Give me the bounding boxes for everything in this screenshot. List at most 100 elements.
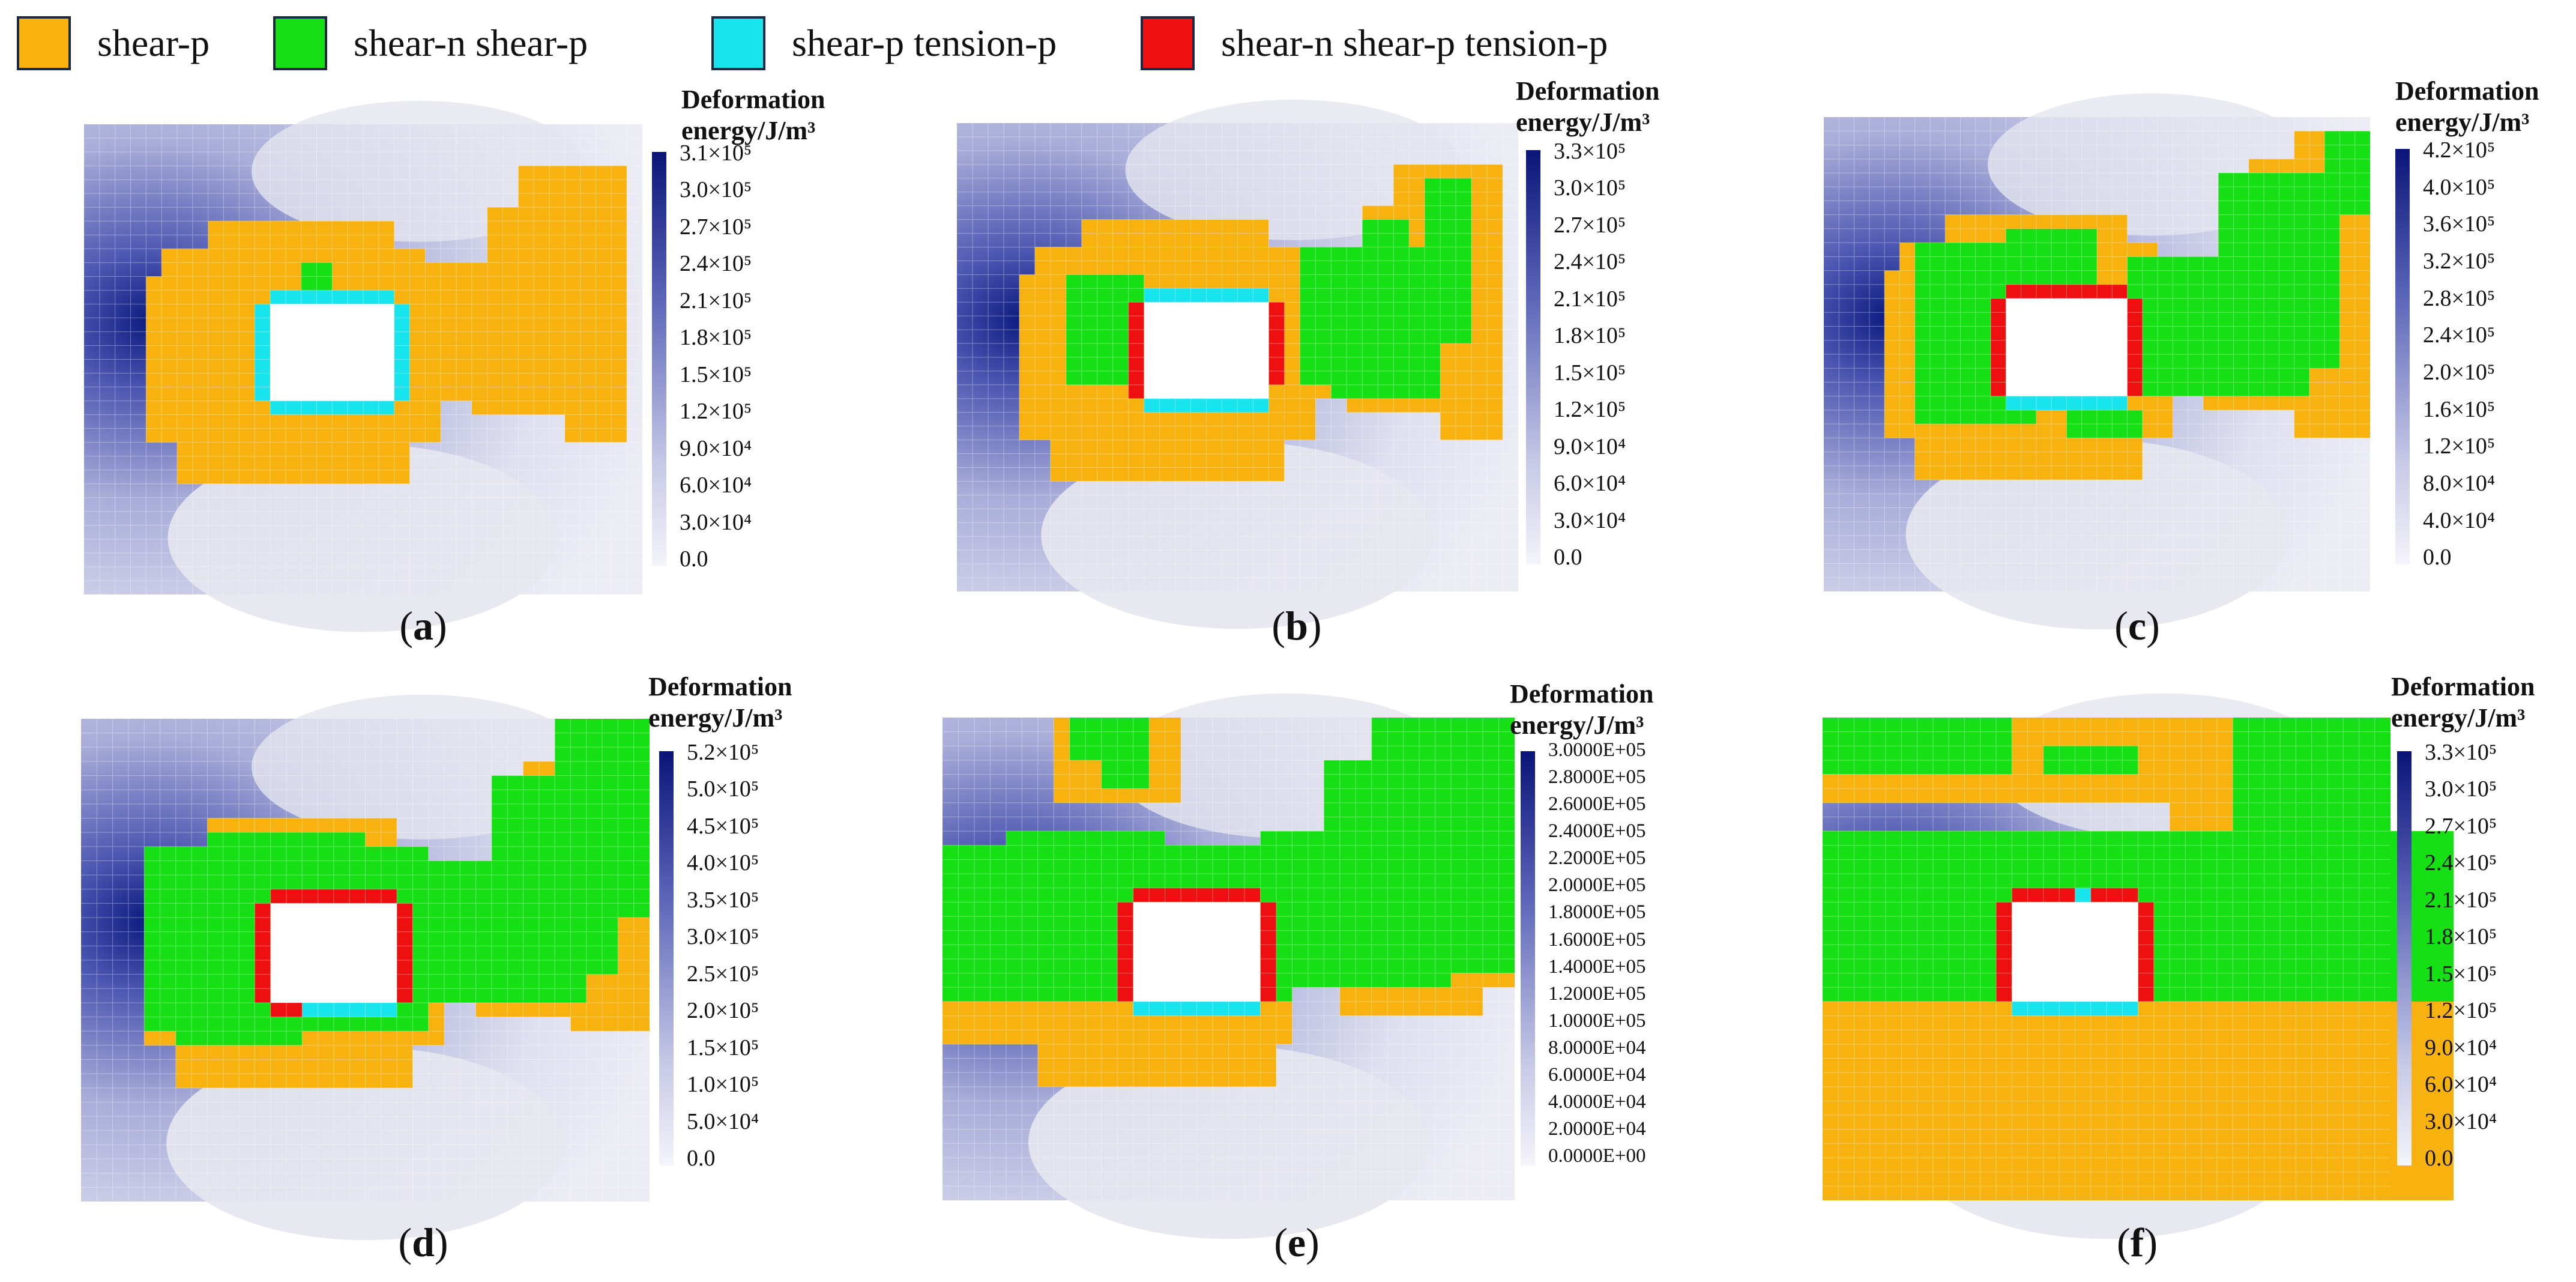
zone-shear-n-shear-p-tension-p: [2006, 284, 2128, 299]
colorbar-tick: 2.8×10⁵: [2423, 285, 2496, 311]
zone-shear-p: [223, 442, 363, 484]
colorbar-gradient: [1521, 751, 1535, 1166]
zone-shear-p-tension-p: [1144, 288, 1269, 303]
zone-shear-n-shear-p: [1823, 718, 2012, 775]
colorbar-tick: 5.2×10⁵: [687, 740, 759, 765]
panel-caption-c: (c): [2114, 603, 2160, 649]
colorbar-title: Deformation energy/J/m³: [1516, 76, 1660, 138]
contour-low-zone-top: [1125, 100, 1462, 240]
contour-plot-e: [943, 693, 1515, 1239]
colorbar-title-line2: energy/J/m³: [2395, 107, 2530, 137]
colorbar-title: Deformation energy/J/m³: [2391, 671, 2535, 734]
colorbar-tick: 1.5×10⁵: [680, 361, 752, 387]
colorbar-tick: 4.0000E+04: [1548, 1091, 1646, 1113]
contour-low-zone: [167, 444, 559, 632]
zone-shear-n-shear-p: [1006, 831, 1165, 860]
colorbar-tick: 0.0: [2423, 545, 2452, 570]
colorbar-gradient: [1526, 150, 1540, 564]
colorbar-tick: 1.2×10⁵: [2423, 434, 2496, 459]
colorbar-title-line2: energy/J/m³: [2391, 703, 2526, 733]
panel-caption-letter: f: [2130, 1220, 2144, 1265]
zone-shear-n-shear-p-tension-p: [255, 903, 271, 1003]
colorbar-tick: 1.8×10⁵: [680, 325, 752, 351]
zone-shear-n-shear-p: [301, 262, 333, 291]
colorbar-tick: 6.0×10⁴: [1554, 471, 1626, 497]
colorbar-tick: 2.7×10⁵: [2425, 813, 2497, 839]
colorbar-tick: 2.1×10⁵: [2425, 887, 2497, 913]
zone-shear-p: [1097, 440, 1238, 482]
colorbar-e: [1521, 751, 1535, 1166]
zone-shear-n-shear-p-tension-p: [1133, 887, 1261, 903]
zone-shear-n-shear-p: [2006, 228, 2097, 285]
colorbar-tick: 1.5×10⁵: [687, 1035, 759, 1060]
colorbar-tick: 5.0×10⁴: [687, 1108, 759, 1134]
panel-caption-letter: d: [412, 1220, 435, 1265]
colorbar-tick: 3.0×10⁴: [680, 509, 752, 535]
colorbar-tick: 2.7×10⁵: [680, 214, 752, 240]
mesh-grid: [81, 719, 650, 1202]
zone-shear-n-shear-p: [1425, 178, 1472, 344]
zone-shear-n-shear-p: [2296, 718, 2390, 1002]
zone-shear-p-tension-p: [1133, 1001, 1261, 1016]
colorbar-title-line1: Deformation: [2391, 672, 2535, 701]
plastic-zones: [146, 166, 627, 484]
colorbar-tick: 2.4000E+05: [1548, 820, 1646, 842]
zone-shear-p-tension-p: [255, 304, 270, 401]
tunnel-opening: [1133, 902, 1261, 1002]
colorbar-tick: 8.0×10⁴: [2423, 470, 2496, 496]
contour-plot-c: [1824, 93, 2370, 630]
zone-shear-n-shear-p-tension-p: [1268, 302, 1285, 385]
colorbar-tick: 2.2000E+05: [1548, 847, 1646, 869]
colorbar-tick: 2.0000E+04: [1548, 1118, 1646, 1140]
panel-caption-letter: b: [1285, 603, 1308, 649]
panel-caption-a: (a): [399, 603, 447, 649]
zone-legend: shear-p shear-n shear-p shear-p tension-…: [0, 0, 2576, 90]
zone-shear-p-tension-p: [2075, 887, 2091, 903]
contour-low-zone: [1041, 441, 1434, 629]
colorbar-tick: 3.0×10⁴: [1554, 507, 1626, 533]
colorbar-tick: 3.6×10⁵: [2423, 211, 2496, 237]
colorbar-tick: 2.6000E+05: [1548, 793, 1646, 815]
panel-caption-letter: c: [2128, 603, 2147, 649]
colorbar-tick: 4.0×10⁵: [2423, 174, 2496, 200]
colorbar-gradient: [659, 751, 674, 1166]
tunnel-opening: [270, 304, 394, 401]
colorbar-tick: 3.3×10⁵: [2425, 740, 2497, 765]
colorbar-tick: 4.0×10⁴: [2423, 507, 2496, 533]
zone-shear-n-shear-p: [2324, 131, 2370, 215]
zone-shear-p-tension-p: [2006, 396, 2128, 410]
colorbar-tick: 1.8×10⁵: [1554, 323, 1626, 349]
colorbar-tick: 3.0×10⁵: [2425, 776, 2497, 802]
zone-shear-n-shear-p-tension-p: [2138, 902, 2154, 1002]
colorbar-tick: 6.0×10⁴: [2425, 1072, 2497, 1098]
plastic-zones: [1823, 718, 2454, 1200]
colorbar-d: [659, 751, 674, 1166]
colorbar-tick: 6.0000E+04: [1548, 1063, 1646, 1086]
colorbar-tick: 0.0: [687, 1146, 716, 1172]
contour-plot-b: [957, 100, 1518, 629]
colorbar-tick: 2.1×10⁵: [1554, 286, 1626, 312]
legend-swatch-shear-n-shear-p-tension-p: [1141, 16, 1195, 70]
plastic-zones: [943, 718, 1515, 1087]
legend-item-shear-p: shear-p: [17, 13, 210, 73]
zone-shear-n-shear-p: [1371, 718, 1515, 973]
contour-low-zone: [1905, 440, 2288, 630]
colorbar-title-line2: energy/J/m³: [1510, 710, 1644, 740]
colorbar-title-line2: energy/J/m³: [648, 703, 783, 733]
colorbar-tick: 0.0000E+00: [1548, 1145, 1646, 1167]
colorbar-tick: 2.4×10⁵: [680, 251, 752, 277]
mesh-grid: [1824, 117, 2370, 591]
colorbar-tick: 1.2×10⁵: [2425, 998, 2497, 1024]
zone-shear-n-shear-p-tension-p: [1991, 298, 2006, 396]
colorbar-tick: 1.0000E+05: [1548, 1009, 1646, 1032]
colorbar-title-line1: Deformation: [2395, 76, 2539, 106]
zone-shear-n-shear-p-tension-p: [1260, 902, 1276, 1002]
colorbar-title-line1: Deformation: [648, 672, 792, 701]
colorbar-b: [1526, 150, 1540, 564]
colorbar-tick: 1.5×10⁵: [1554, 360, 1626, 386]
colorbar-tick: 8.0000E+04: [1548, 1036, 1646, 1059]
zone-shear-n-shear-p-tension-p: [2012, 887, 2075, 903]
zone-shear-n-shear-p: [555, 719, 650, 918]
legend-item-shear-n-shear-p-tension-p: shear-n shear-p tension-p: [1141, 13, 1608, 73]
tunnel-opening: [1144, 302, 1269, 399]
